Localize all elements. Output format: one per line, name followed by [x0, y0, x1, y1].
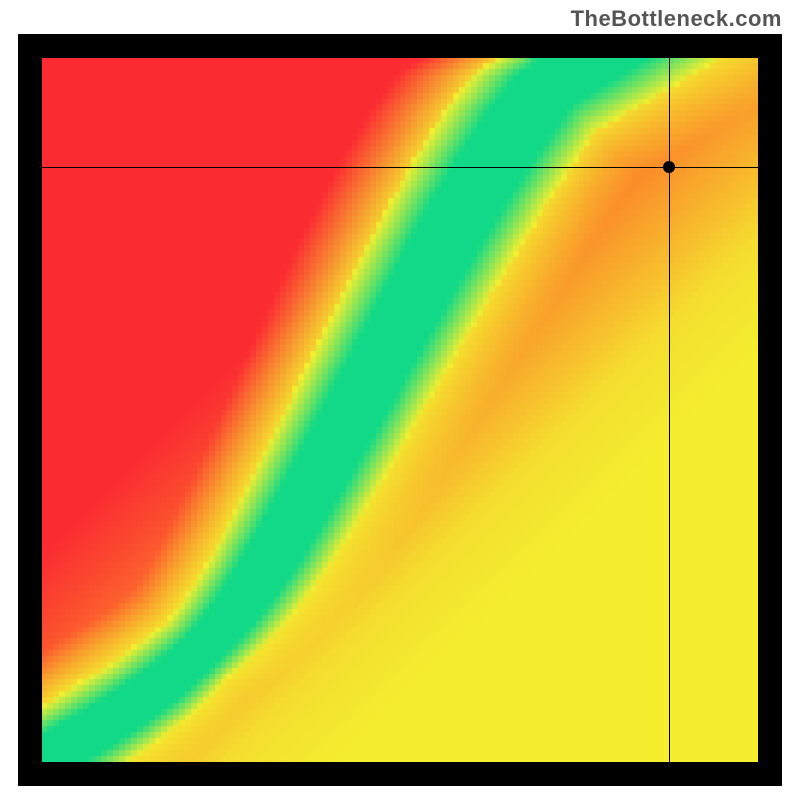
attribution-text: TheBottleneck.com	[571, 6, 782, 32]
heatmap-canvas	[42, 58, 758, 762]
crosshair-marker	[663, 161, 675, 173]
plot-frame	[18, 34, 782, 786]
plot-area	[42, 58, 758, 762]
crosshair-horizontal	[42, 167, 758, 168]
chart-container: TheBottleneck.com	[0, 0, 800, 800]
